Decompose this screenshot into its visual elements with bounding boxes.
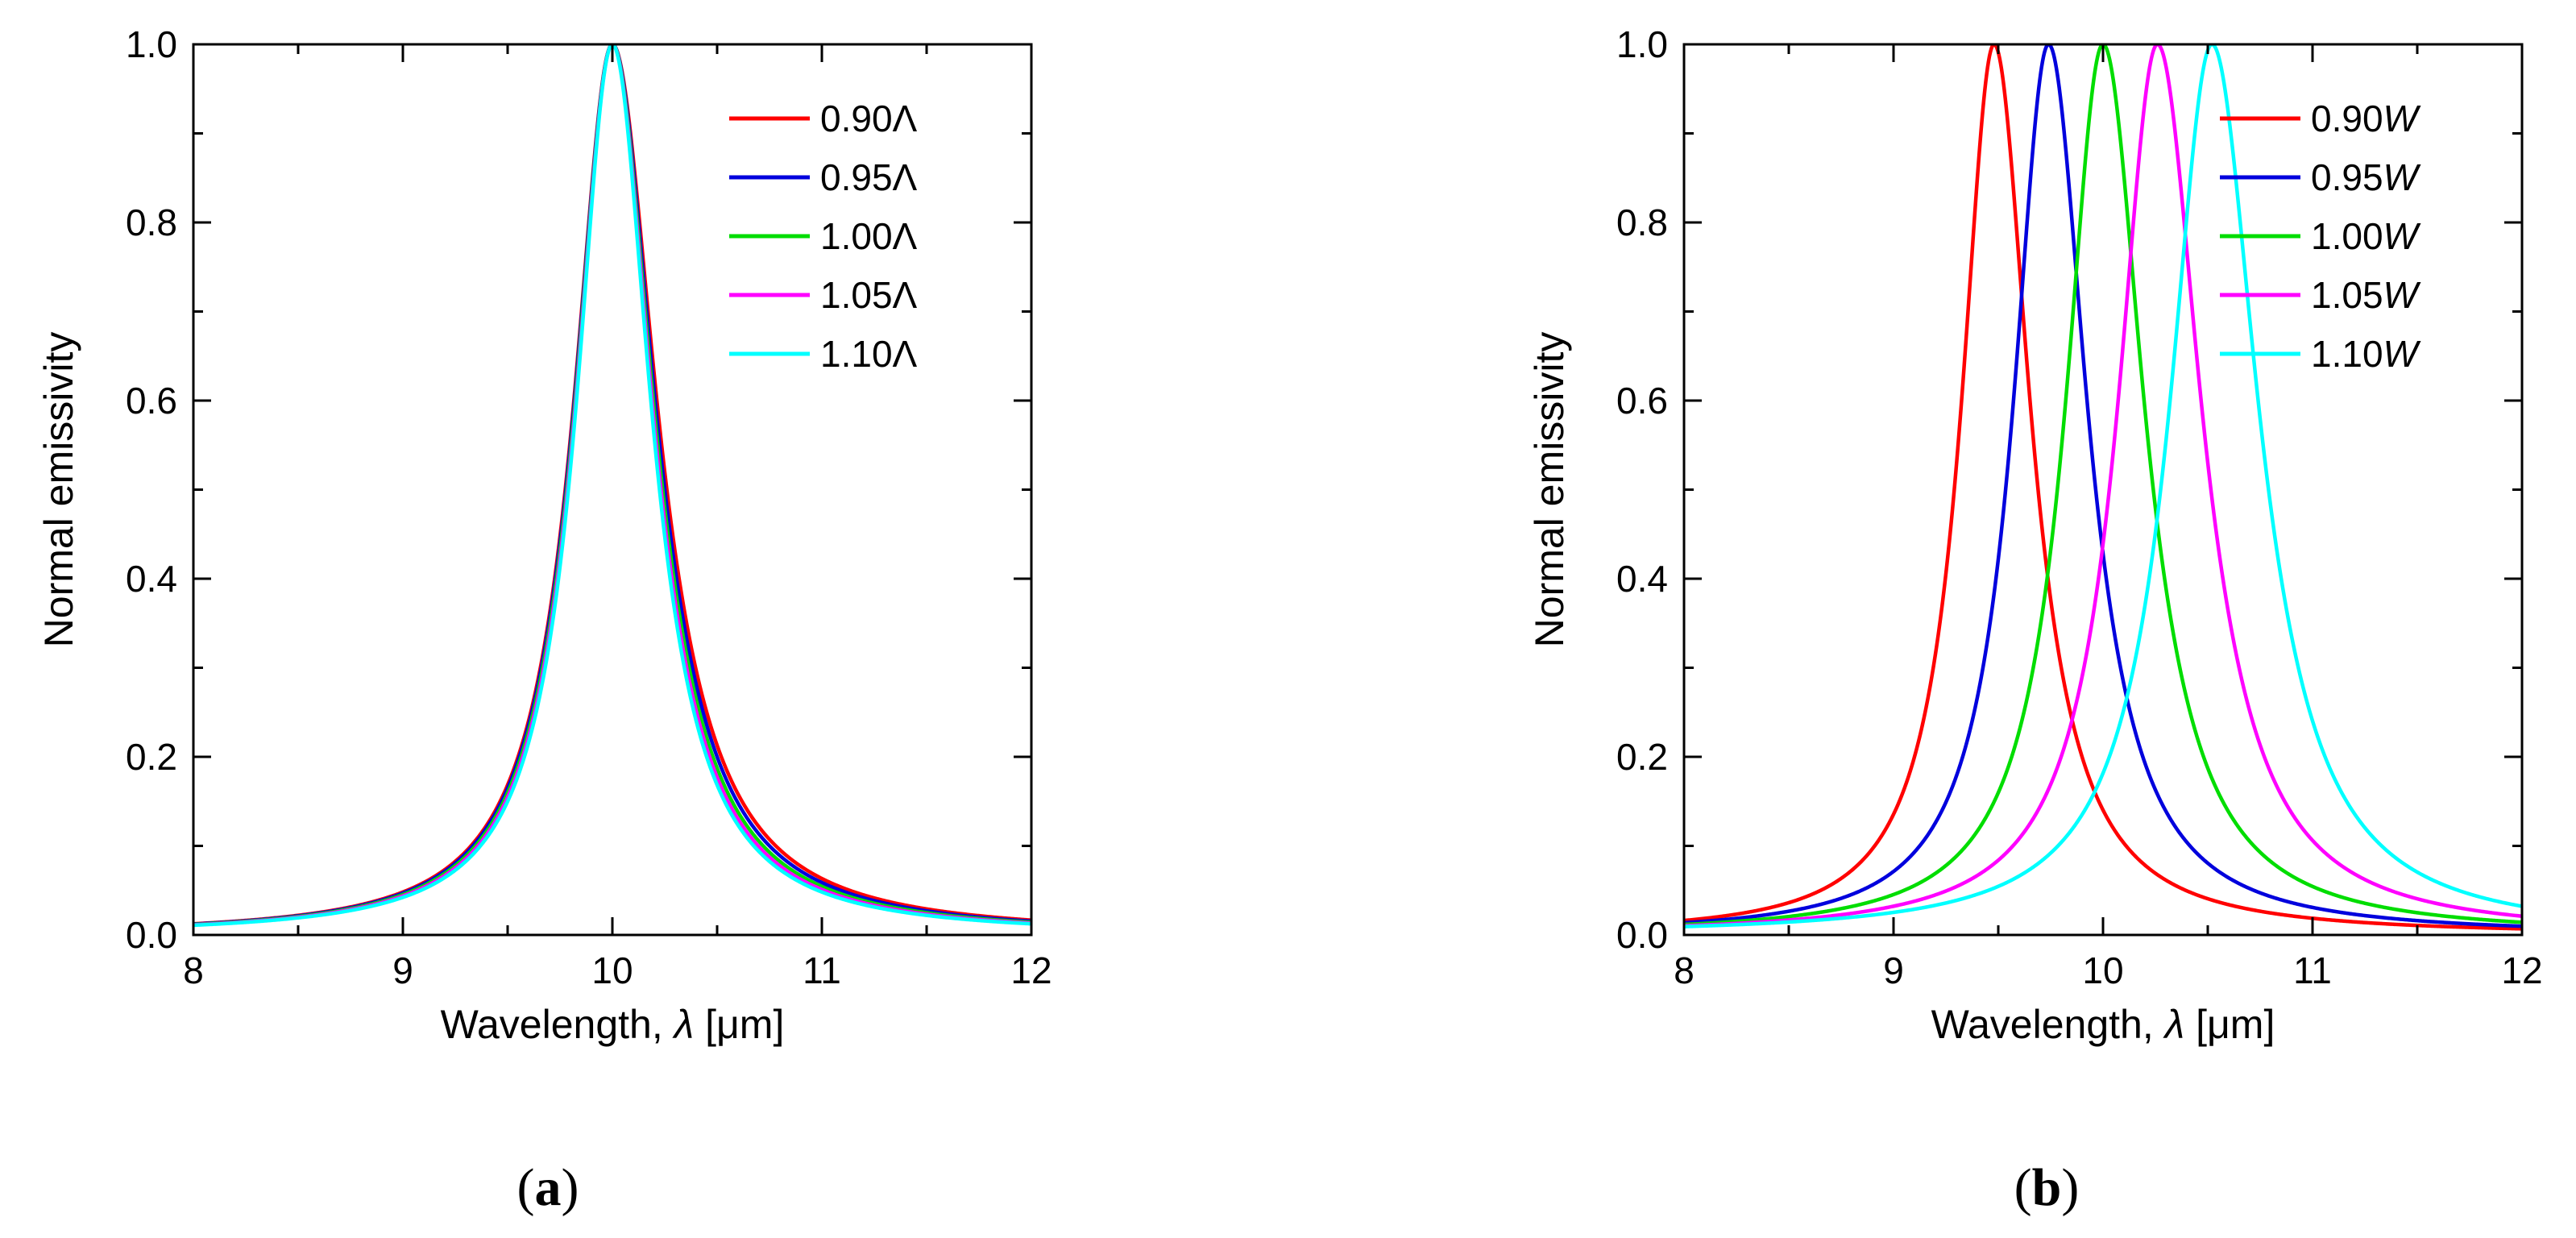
series-line-1.00-w [1684,44,2522,927]
series-line-0.90-w [1684,44,2522,931]
x-axis: 8 9 10 11 12 [1674,44,2543,991]
series-line-1.10-w [1684,44,2522,928]
y-tick-label: 1.0 [126,23,177,65]
x-tick-label: 8 [1674,949,1695,991]
x-tick-label: 8 [183,949,204,991]
y-tick-label: 0.6 [1616,380,1668,422]
y-axis-title: Normal emissivity [1527,332,1572,648]
legend-label: 1.05Λ [820,274,918,316]
legend-label: 1.10W [2311,333,2422,375]
y-tick-label: 0.0 [126,914,177,956]
legend-label: 1.10Λ [820,333,918,375]
y-tick-label: 0.4 [126,558,177,600]
x-tick-label: 11 [803,949,841,991]
y-axis: 0.0 0.2 0.4 0.6 0.8 1.0 [1616,23,2522,956]
x-tick-label: 12 [1010,949,1052,991]
legend-label: 0.95W [2311,156,2422,198]
x-axis-title: Wavelength, λ [μm] [1931,1002,2275,1047]
legend: 0.90Λ 0.95Λ 1.00Λ 1.05Λ 1.10Λ [729,98,918,375]
legend-label: 0.90W [2311,98,2422,139]
y-tick-label: 0.6 [126,380,177,422]
y-tick-label: 0.4 [1616,558,1668,600]
panel-label: (a) [517,1158,579,1217]
legend-label: 1.00W [2311,215,2422,257]
series-group [1684,44,2522,931]
series-group [193,44,1031,928]
legend-label: 1.00Λ [820,215,918,257]
y-tick-label: 0.0 [1616,914,1668,956]
chart-panel-b: 8 9 10 11 12 0.0 0.2 0.4 0.6 0.8 1.0 Wavelength, λ … [1527,23,2543,1217]
x-tick-label: 11 [2293,949,2332,991]
y-tick-label: 0.8 [1616,201,1668,243]
x-axis: 8 9 10 11 12 [183,44,1052,991]
y-axis: 0.0 0.2 0.4 0.6 0.8 1.0 [126,23,1031,956]
series-line-1.05-w [1684,44,2522,928]
x-axis-title: Wavelength, λ [μm] [441,1002,785,1047]
panel-label: (b) [2014,1158,2080,1217]
x-tick-label: 10 [591,949,633,991]
x-tick-label: 12 [2501,949,2542,991]
legend-label: 0.90Λ [820,98,918,139]
legend-label: 0.95Λ [820,156,918,198]
x-tick-label: 9 [1883,949,1904,991]
legend: 0.90W 0.95W 1.00W 1.05W 1.10W [2220,98,2422,375]
y-tick-label: 0.8 [126,201,177,243]
y-axis-title: Normal emissivity [36,332,81,648]
y-tick-label: 1.0 [1616,23,1668,65]
series-line-1.10-λ [193,44,1031,928]
x-tick-label: 10 [2082,949,2123,991]
x-tick-label: 9 [392,949,413,991]
y-tick-label: 0.2 [1616,736,1668,778]
chart-panel-a: 8 9 10 11 12 0.0 0.2 0.4 0.6 0.8 1.0 Wavelength, λ … [36,23,1052,1217]
y-tick-label: 0.2 [126,736,177,778]
legend-label: 1.05W [2311,274,2422,316]
